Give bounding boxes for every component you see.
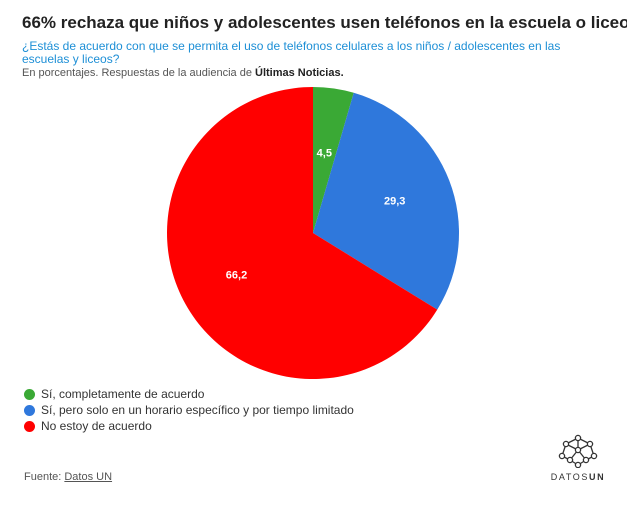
pie-slice-3[interactable] xyxy=(167,87,438,379)
legend-label: No estoy de acuerdo xyxy=(41,419,152,433)
legend-item-3[interactable]: No estoy de acuerdo xyxy=(24,418,354,434)
legend-item-1[interactable]: Sí, completamente de acuerdo xyxy=(24,386,354,402)
brand-logo: DATOSUN xyxy=(548,434,608,482)
pie-slice-label-2: 29,3 xyxy=(384,196,405,208)
legend-item-2[interactable]: Sí, pero solo en un horario específico y… xyxy=(24,402,354,418)
legend-label: Sí, pero solo en un horario específico y… xyxy=(41,403,354,417)
chart-note-source: Últimas Noticias. xyxy=(255,67,344,79)
source-line: Fuente: Datos UN xyxy=(24,471,112,483)
legend-swatch-icon xyxy=(24,404,35,416)
chart-note-text: En porcentajes. Respuestas de la audienc… xyxy=(22,67,255,79)
brand-main: DATOS xyxy=(550,472,589,482)
pie-slice-label-3: 66,2 xyxy=(226,270,247,282)
legend-swatch-icon xyxy=(24,420,35,432)
pie-slices xyxy=(167,87,460,379)
source-link[interactable]: Datos UN xyxy=(64,471,113,483)
brand-bold: UN xyxy=(588,472,606,482)
legend-swatch-icon xyxy=(24,388,35,400)
network-icon xyxy=(558,434,598,468)
pie-slice-label-1: 4,5 xyxy=(317,148,332,160)
brand-wordmark: DATOSUN xyxy=(548,472,608,482)
pie-slice-1[interactable] xyxy=(313,87,354,233)
chart-title: 66% rechaza que niños y adolescentes use… xyxy=(22,13,627,32)
source-prefix: Fuente: xyxy=(24,471,65,483)
chart-note: En porcentajes. Respuestas de la audienc… xyxy=(22,67,344,79)
chart-subtitle: ¿Estás de acuerdo con que se permita el … xyxy=(22,39,561,66)
chart-legend: Sí, completamente de acuerdo Sí, pero sol… xyxy=(24,386,354,434)
legend-label: Sí, completamente de acuerdo xyxy=(41,387,205,401)
pie-labels: 4,5 29,3 66,2 xyxy=(226,148,406,282)
pie-slice-2[interactable] xyxy=(313,92,460,310)
